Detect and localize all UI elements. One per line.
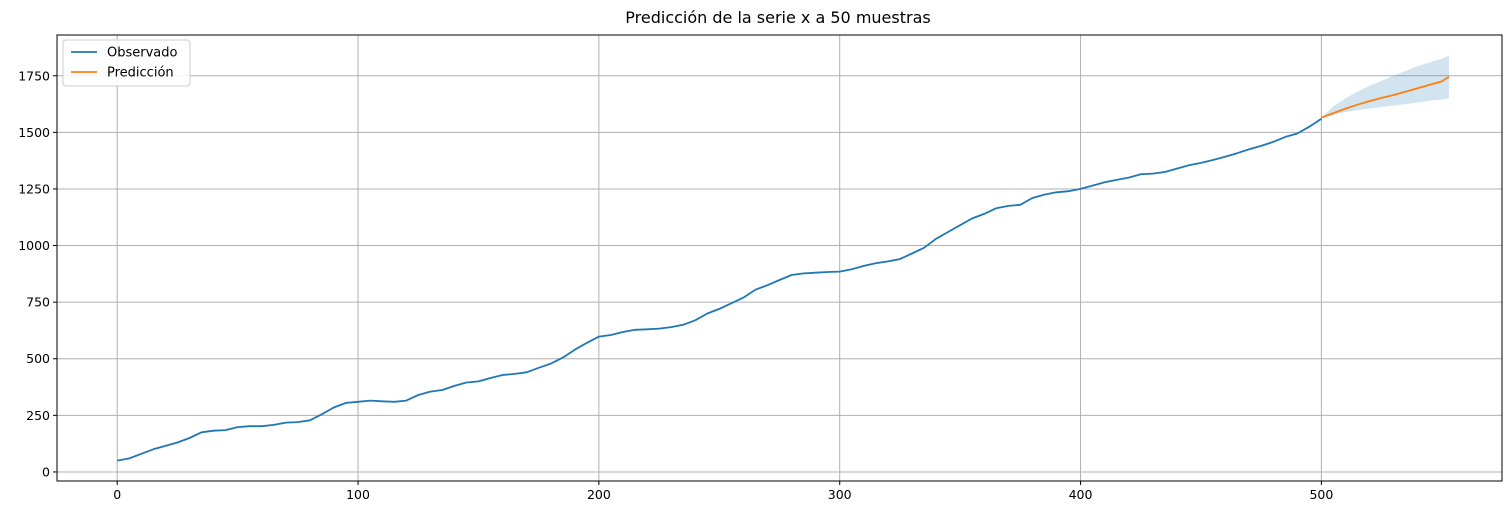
y-tick-label: 250 bbox=[26, 408, 50, 423]
series-line-prediccion bbox=[1321, 76, 1450, 119]
series-line-observado bbox=[117, 118, 1322, 462]
y-tick-label: 1000 bbox=[18, 238, 50, 253]
y-tick-label: 1250 bbox=[18, 181, 50, 196]
grid-lines bbox=[57, 35, 1502, 481]
x-tick-label: 500 bbox=[1309, 487, 1333, 502]
legend-label: Predicción bbox=[107, 66, 174, 81]
y-tick-label: 750 bbox=[26, 295, 50, 310]
y-tick-label: 1750 bbox=[18, 68, 50, 83]
y-tick-label: 1500 bbox=[18, 125, 50, 140]
plot-frame bbox=[56, 34, 1503, 482]
x-tick-label: 300 bbox=[828, 487, 852, 502]
legend-label: Observado bbox=[107, 46, 178, 61]
y-tick-label: 0 bbox=[42, 464, 50, 479]
tick-layer: 0 100 200 300 400 500 0 250 500 750 1000 1250 1500 17… bbox=[18, 68, 1333, 502]
legend: Observado Predicción bbox=[62, 39, 191, 87]
confidence-band bbox=[1321, 55, 1449, 118]
x-tick-label: 200 bbox=[587, 487, 611, 502]
series-layer bbox=[117, 76, 1450, 462]
x-tick-label: 400 bbox=[1069, 487, 1093, 502]
confidence-band-layer bbox=[1321, 55, 1449, 118]
x-tick-label: 100 bbox=[346, 487, 370, 502]
chart-title: Predicción de la serie x a 50 muestras bbox=[625, 8, 930, 27]
y-tick-label: 500 bbox=[26, 351, 50, 366]
x-tick-label: 0 bbox=[113, 487, 121, 502]
